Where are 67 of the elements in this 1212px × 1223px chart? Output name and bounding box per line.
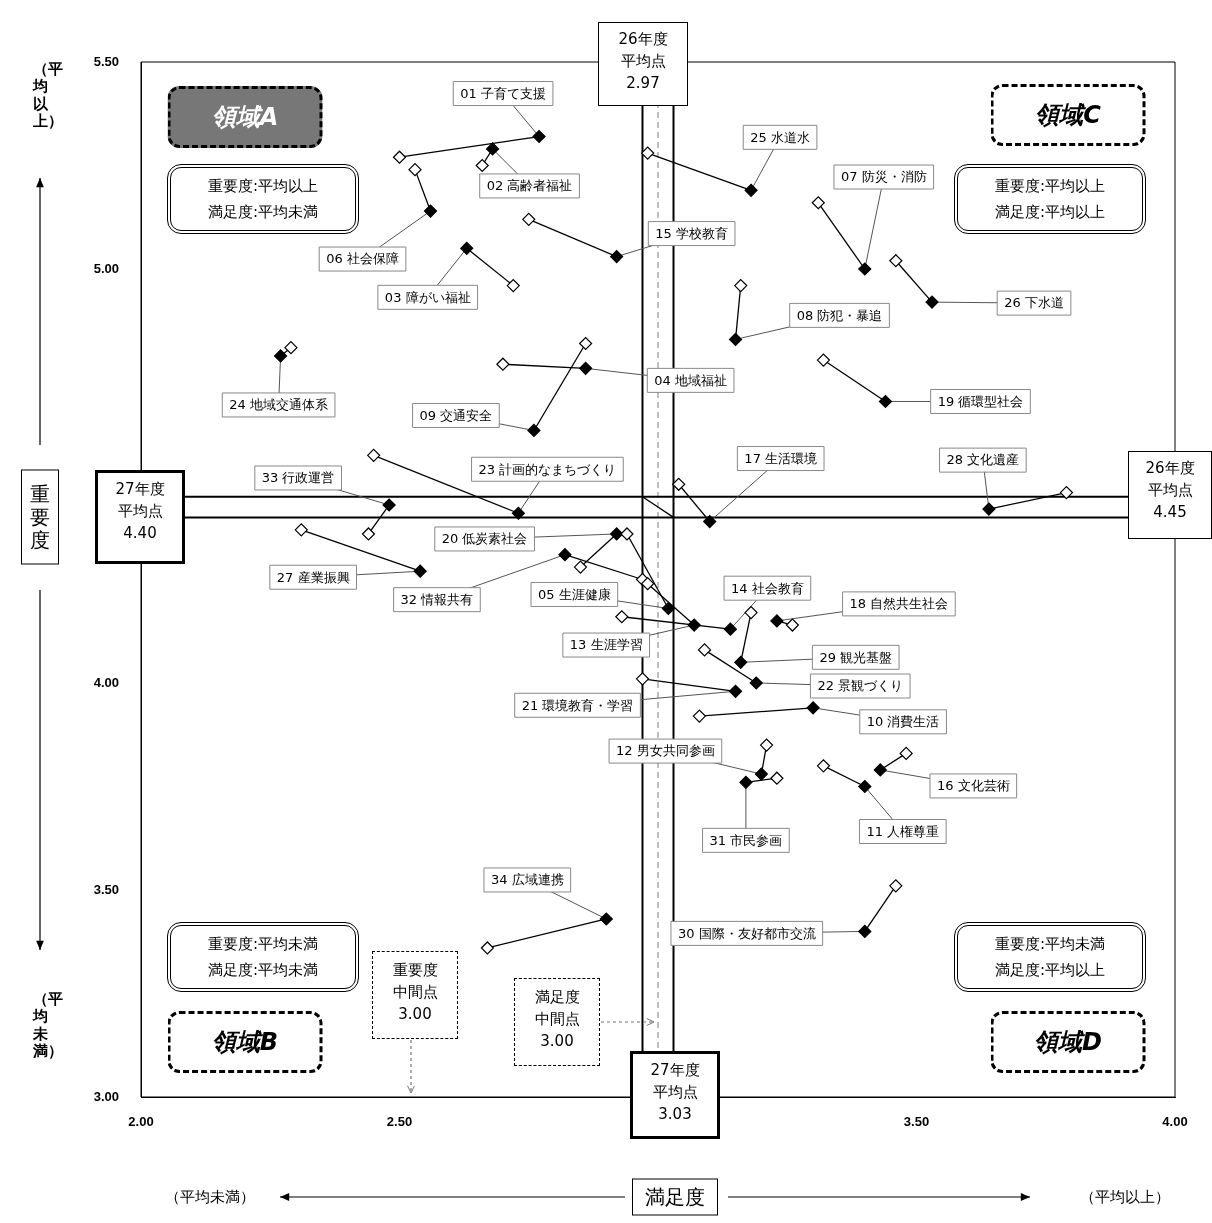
annotation: 30 国際・友好都市交流 <box>677 925 816 941</box>
annotation: 13 生涯学習 <box>569 637 643 653</box>
annotation: 02 高齢者福祉 <box>486 178 573 194</box>
annotation: 14 社会教育 <box>731 580 804 596</box>
annotation: 29 観光基盤 <box>819 649 893 665</box>
x-tick-label: 4.00 <box>1162 1114 1188 1130</box>
annotation: 34 広域連携 <box>490 872 564 888</box>
ref-line-label: 26年度平均点2.97 <box>617 29 669 94</box>
annotation: 満足度:平均以上 <box>994 960 1106 980</box>
annotation: 27 産業振興 <box>276 569 350 585</box>
annotation: 満足度:平均未満 <box>207 202 319 222</box>
y-tick-label: 5.00 <box>93 260 119 276</box>
text: （平均以上） <box>1080 1187 1170 1207</box>
annotation: 09 交通安全 <box>419 407 493 423</box>
text: （平均未満） <box>32 989 63 1060</box>
text: （平均未満） <box>165 1187 255 1207</box>
ref-line-label: 27年度平均点4.40 <box>114 479 166 544</box>
annotation: 満足度:平均未満 <box>207 960 319 980</box>
annotation: 04 地域福祉 <box>654 372 727 388</box>
ref-line-label: 27年度平均点3.03 <box>649 1060 701 1125</box>
annotation: 22 景観づくり <box>817 678 904 694</box>
annotation: 重要度:平均未満 <box>994 934 1106 954</box>
annotation: 31 市民参画 <box>709 832 783 848</box>
annotation: 15 学校教育 <box>655 225 728 241</box>
annotation: 重要度:平均未満 <box>207 934 319 954</box>
annotation: 重要度中間点3.00 <box>391 960 439 1025</box>
annotation: 16 文化芸術 <box>936 778 1010 794</box>
annotation: 33 行政運営 <box>261 470 335 486</box>
annotation: 19 循環型社会 <box>937 393 1024 409</box>
annotation: 17 生活環境 <box>744 450 818 466</box>
annotation: 10 消費生活 <box>866 714 940 730</box>
ref-line-label: 26年度平均点4.45 <box>1144 458 1196 523</box>
y-tick-label: 3.50 <box>93 881 119 897</box>
annotation: 満足度中間点3.00 <box>533 987 581 1052</box>
annotation: 11 人権尊重 <box>866 823 940 839</box>
annotation: 28 文化遺産 <box>946 452 1020 468</box>
x-axis-title: 満足度 <box>632 1178 718 1216</box>
annotation: 領域D <box>1034 1027 1102 1058</box>
annotation: 18 自然共生社会 <box>849 596 949 612</box>
annotation: 21 環境教育・学習 <box>521 697 634 713</box>
y-axis-title: 重要度 <box>30 481 50 552</box>
annotation: 領域A <box>211 102 279 133</box>
annotation: 32 情報共有 <box>400 592 474 608</box>
annotation: 23 計画的なまちづくり <box>478 461 617 477</box>
x-tick-label: 2.00 <box>128 1114 154 1130</box>
text: （平均以上） <box>32 59 63 130</box>
annotation: 26 下水道 <box>1004 295 1064 311</box>
annotation: 07 防災・消防 <box>840 169 927 185</box>
y-tick-label: 5.50 <box>93 53 119 69</box>
annotation: 06 社会保障 <box>326 251 399 267</box>
x-tick-label: 2.50 <box>386 1114 413 1130</box>
x-tick-label: 3.50 <box>903 1114 930 1130</box>
annotation: 重要度:平均以上 <box>207 176 319 196</box>
y-tick-label: 4.00 <box>93 674 119 690</box>
annotation: 領域C <box>1035 100 1101 131</box>
annotation: 12 男女共同参画 <box>616 743 715 759</box>
annotation: 25 水道水 <box>750 129 810 145</box>
y-tick-label: 3.00 <box>93 1088 119 1104</box>
annotation: 20 低炭素社会 <box>441 531 528 547</box>
annotation: 05 生涯健康 <box>538 586 611 602</box>
annotation: 重要度:平均以上 <box>994 176 1106 196</box>
annotation: 24 地域交通体系 <box>229 397 328 413</box>
annotation: 満足度:平均以上 <box>994 202 1106 222</box>
annotation: 01 子育て支援 <box>460 85 546 101</box>
annotation: 領域B <box>211 1027 279 1058</box>
annotation: 03 障がい福祉 <box>384 289 471 305</box>
annotation: 08 防犯・暴追 <box>796 307 883 323</box>
